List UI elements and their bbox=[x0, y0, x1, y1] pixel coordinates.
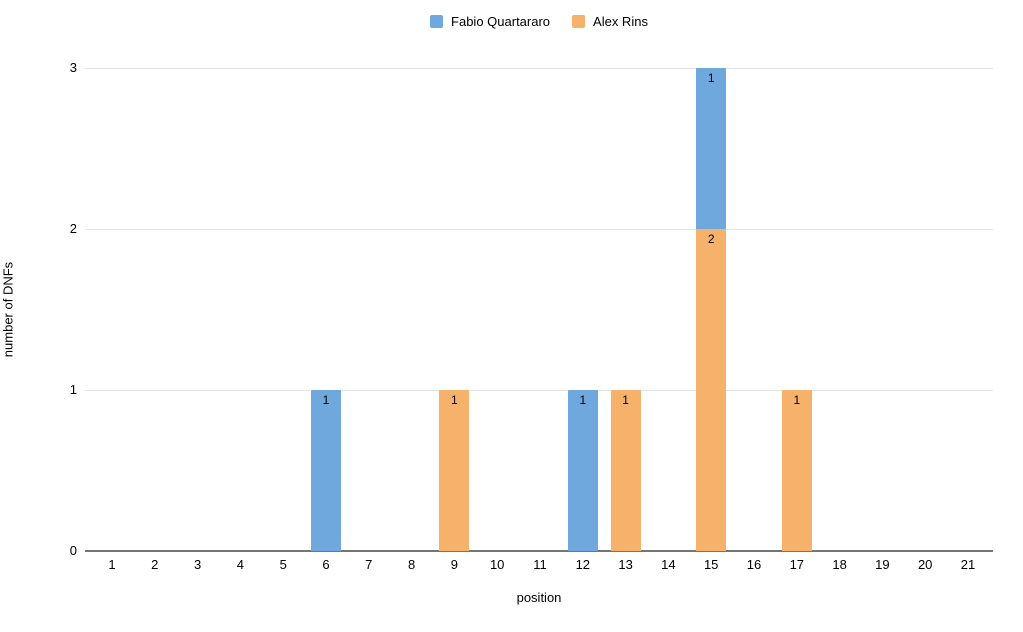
x-tick-label-18: 18 bbox=[832, 557, 847, 572]
bar-alex-rins-pos-9[interactable] bbox=[439, 390, 470, 551]
bar-fabio-quartararo-pos-15[interactable] bbox=[696, 68, 727, 229]
chart-legend: Fabio Quartararo Alex Rins bbox=[85, 14, 993, 29]
bar-fabio-quartararo-pos-6[interactable] bbox=[311, 390, 341, 551]
gridline-1 bbox=[85, 390, 993, 391]
x-tick-label-7: 7 bbox=[365, 557, 373, 572]
bar-value-label-pos-15: 2 bbox=[707, 232, 715, 246]
y-tick-label-0: 0 bbox=[69, 543, 77, 558]
bar-value-label-pos-12: 1 bbox=[579, 393, 587, 407]
x-tick-label-2: 2 bbox=[151, 557, 159, 572]
x-tick-label-4: 4 bbox=[236, 557, 244, 572]
bar-value-label-pos-15: 1 bbox=[707, 71, 715, 85]
x-tick-label-13: 13 bbox=[618, 557, 633, 572]
legend-swatch-blue bbox=[430, 15, 444, 28]
x-tick-label-16: 16 bbox=[746, 557, 762, 572]
legend-label: Alex Rins bbox=[593, 14, 648, 29]
x-tick-label-21: 21 bbox=[960, 557, 976, 572]
x-tick-label-12: 12 bbox=[575, 557, 591, 572]
legend-label: Fabio Quartararo bbox=[451, 14, 551, 29]
y-tick-label-1: 1 bbox=[69, 382, 77, 397]
bar-value-label-pos-6: 1 bbox=[322, 393, 330, 407]
gridline-2 bbox=[85, 229, 993, 230]
x-tick-label-14: 14 bbox=[661, 557, 676, 572]
bar-alex-rins-pos-15[interactable] bbox=[696, 229, 727, 551]
y-tick-label-2: 2 bbox=[69, 221, 77, 236]
bar-alex-rins-pos-13[interactable] bbox=[610, 390, 641, 551]
x-tick-label-15: 15 bbox=[703, 557, 719, 572]
gridline-3 bbox=[85, 68, 993, 69]
x-tick-label-9: 9 bbox=[450, 557, 458, 572]
x-axis-title: position bbox=[516, 590, 562, 605]
y-tick-label-3: 3 bbox=[69, 60, 77, 75]
x-tick-label-6: 6 bbox=[322, 557, 330, 572]
bar-value-label-pos-9: 1 bbox=[451, 393, 458, 407]
x-tick-label-3: 3 bbox=[193, 557, 202, 572]
bar-fabio-quartararo-pos-12[interactable] bbox=[567, 390, 598, 551]
x-tick-label-20: 20 bbox=[917, 557, 933, 572]
x-tick-label-19: 19 bbox=[875, 557, 890, 572]
x-tick-label-5: 5 bbox=[279, 557, 287, 572]
bar-alex-rins-pos-17[interactable] bbox=[781, 390, 812, 551]
x-tick-label-8: 8 bbox=[407, 557, 416, 572]
x-tick-label-17: 17 bbox=[789, 557, 805, 572]
bar-value-label-pos-13: 1 bbox=[622, 393, 629, 407]
x-tick-label-1: 1 bbox=[108, 557, 116, 572]
legend-item-alex-rins[interactable]: Alex Rins bbox=[572, 14, 648, 29]
legend-item-fabio-quartararo[interactable]: Fabio Quartararo bbox=[430, 14, 550, 29]
bar-value-label-pos-17: 1 bbox=[793, 393, 801, 407]
legend-swatch-orange bbox=[572, 15, 586, 28]
x-tick-label-10: 10 bbox=[489, 557, 505, 572]
x-axis-baseline bbox=[85, 550, 993, 552]
y-axis-title: number of DNFs bbox=[0, 261, 16, 358]
x-tick-label-11: 11 bbox=[533, 557, 547, 572]
